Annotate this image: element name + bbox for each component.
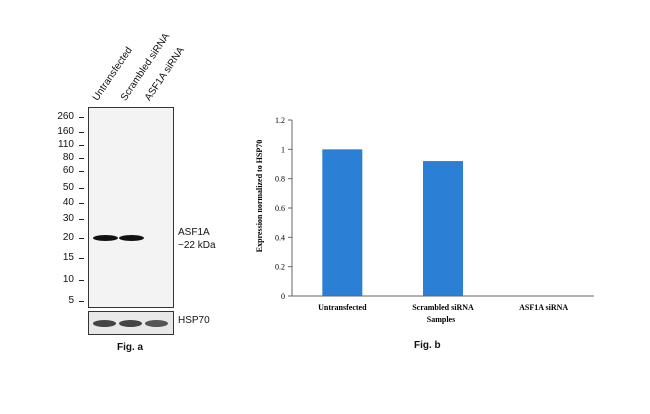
mw-marker-tick [79, 238, 84, 239]
band-label: ASF1A [178, 227, 210, 238]
figure-b-caption: Fig. b [414, 340, 441, 351]
y-tick-label: 0.6 [275, 204, 285, 213]
bar-chart-panel: 0 0.2 0.4 0.6 0.8 1 1.2 Untransfected Scrambled… [240, 100, 650, 360]
mw-marker-label: 20 [62, 232, 74, 243]
blot-membrane [88, 107, 174, 308]
mw-marker-label: 60 [62, 165, 74, 176]
mw-marker-tick [79, 132, 84, 133]
mw-marker-tick [79, 258, 84, 259]
asf1a-band-scrambled-sirna [119, 235, 144, 241]
bar [322, 149, 363, 296]
mw-marker-tick [79, 301, 84, 302]
mw-marker-label: 160 [57, 126, 74, 137]
mw-marker-label: 5 [68, 295, 74, 306]
mw-marker-tick [79, 117, 84, 118]
mw-marker-label: 40 [62, 197, 74, 208]
mw-marker-label: 80 [62, 152, 74, 163]
western-blot-panel: Untransfected Scrambled siRNA ASF1A siRN… [0, 0, 260, 414]
y-tick-label: 1 [281, 145, 285, 154]
asf1a-band-untransfected [93, 235, 118, 241]
x-category-label: Untransfected [318, 303, 367, 312]
y-tick-label: 0.2 [275, 263, 285, 272]
mw-marker-label: 15 [62, 252, 74, 263]
hsp70-band-asf1a-sirna [145, 320, 168, 327]
mw-marker-tick [79, 203, 84, 204]
y-tick-label: 1.2 [275, 116, 285, 125]
y-axis-label: Expression normalized to HSP70 [255, 140, 264, 253]
mw-marker-label: 50 [62, 182, 74, 193]
hsp70-band-untransfected [93, 320, 116, 327]
y-axis: 0 0.2 0.4 0.6 0.8 1 1.2 [275, 116, 293, 301]
mw-marker-tick [79, 280, 84, 281]
band-size-label: ~22 kDa [178, 240, 216, 251]
loading-control-blot [88, 311, 174, 335]
y-tick-label: 0.8 [275, 175, 285, 184]
y-tick-label: 0.4 [275, 233, 285, 242]
y-tick-label: 0 [281, 292, 285, 301]
x-axis: Untransfected Scrambled siRNA ASF1A siRNA [292, 295, 594, 312]
mw-marker-label: 10 [62, 274, 74, 285]
mw-marker-tick [79, 219, 84, 220]
mw-marker-label: 110 [58, 139, 74, 150]
bar-chart: 0 0.2 0.4 0.6 0.8 1 1.2 Untransfected Scrambled… [255, 116, 594, 324]
mw-marker-label: 30 [62, 213, 74, 224]
hsp70-band-scrambled-sirna [119, 320, 142, 327]
bar [423, 161, 463, 296]
x-axis-label: Samples [427, 315, 455, 324]
bars [322, 149, 463, 296]
x-category-label: Scrambled siRNA [412, 303, 474, 312]
loading-control-label: HSP70 [178, 315, 210, 326]
figure-a-caption: Fig. a [117, 342, 144, 353]
mw-marker-tick [79, 145, 84, 146]
mw-marker-tick [79, 188, 84, 189]
mw-marker-tick [79, 171, 84, 172]
x-category-label: ASF1A siRNA [519, 303, 568, 312]
mw-marker-tick [79, 158, 84, 159]
mw-marker-label: 260 [57, 111, 74, 122]
